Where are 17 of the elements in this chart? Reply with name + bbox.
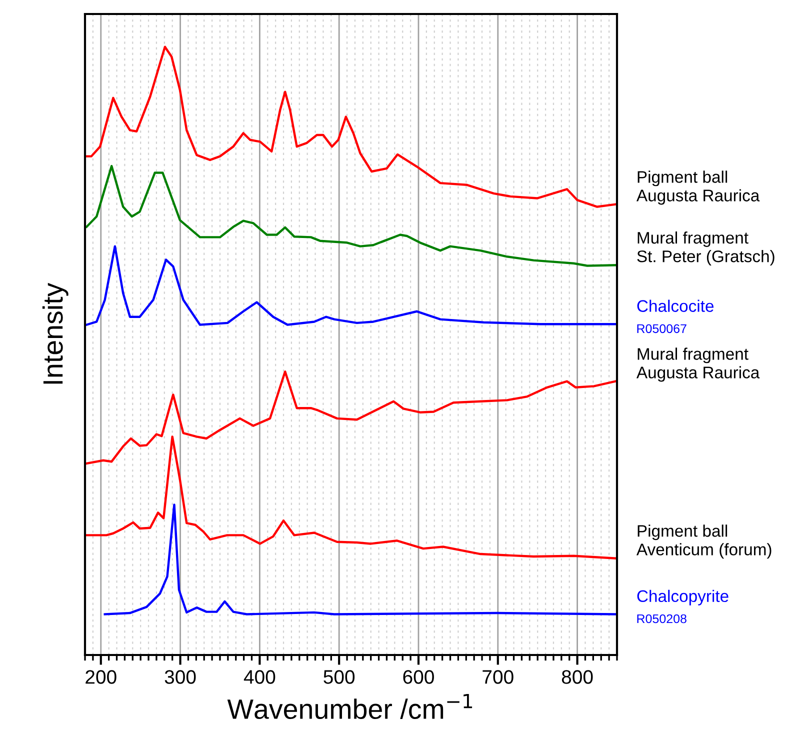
x-tick-label: 300 <box>164 670 196 684</box>
series-label: Pigment ball Augusta Raurica <box>636 170 760 205</box>
x-axis-title: Wavenumber /cm$^{−1}$ <box>227 694 472 720</box>
series-label: Chalcopyrite <box>637 590 728 606</box>
series-label: Mural fragment St. Peter (Gratsch) <box>637 231 774 266</box>
x-tick-label: 500 <box>324 670 355 684</box>
x-tick-label: 200 <box>86 670 116 684</box>
series-label: Pigment ball Aventicum (forum) <box>636 524 772 559</box>
y-axis-title: Intensity <box>42 282 68 384</box>
annotation: R050067 <box>637 324 686 334</box>
x-tick-label: 700 <box>482 670 514 684</box>
series-label: Mural fragment Augusta Raurica <box>636 348 760 382</box>
annotation: R050208 <box>637 614 686 624</box>
x-tick-label: 600 <box>403 670 434 684</box>
series-label: Chalcocite <box>637 300 714 312</box>
x-tick-label: 800 <box>562 670 593 684</box>
x-tick-label: 400 <box>244 670 276 684</box>
